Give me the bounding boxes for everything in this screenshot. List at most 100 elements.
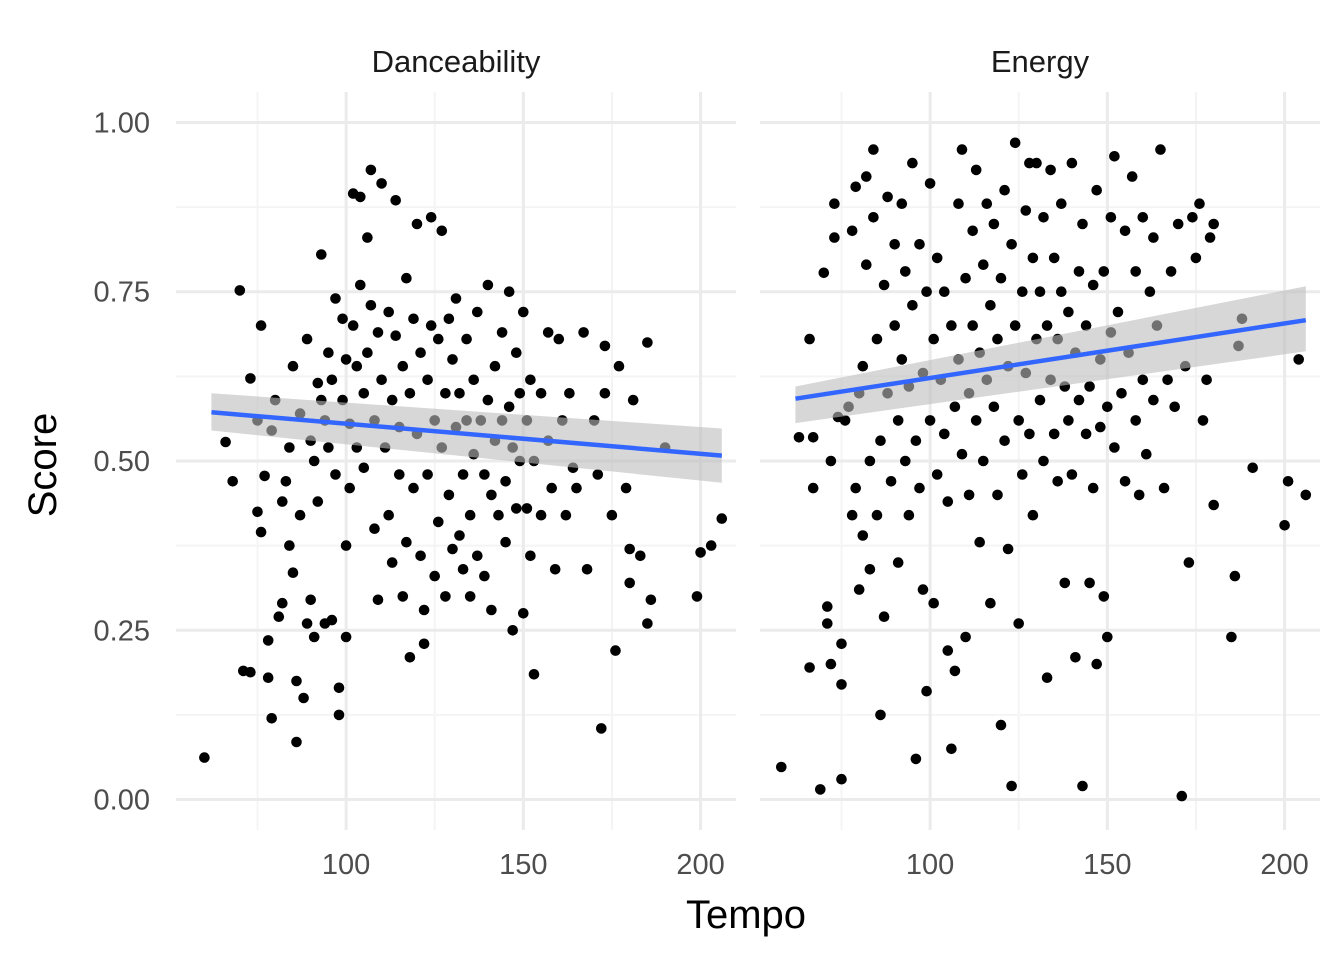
data-point <box>447 543 458 555</box>
data-point <box>528 669 540 680</box>
data-point <box>549 564 561 575</box>
data-point <box>262 635 274 646</box>
data-point <box>1144 286 1156 298</box>
data-point <box>436 225 448 237</box>
facet-panels: Danceability 100 150 200 Energy 100 150 200 <box>176 44 1320 881</box>
confidence-band <box>211 393 722 483</box>
data-point <box>861 171 872 182</box>
data-point <box>846 225 858 237</box>
data-point <box>362 347 373 359</box>
x-tick-label: 150 <box>1083 849 1131 881</box>
data-point <box>592 469 604 480</box>
data-point <box>386 394 398 406</box>
data-point <box>970 415 982 426</box>
data-point <box>992 489 1003 501</box>
data-point <box>1066 469 1078 480</box>
data-point <box>624 543 635 555</box>
data-point <box>443 489 455 501</box>
data-point <box>642 337 653 348</box>
data-point <box>429 570 441 582</box>
data-point <box>323 442 334 453</box>
data-point <box>642 618 653 629</box>
data-point <box>252 506 263 518</box>
data-point <box>1119 225 1131 237</box>
data-point <box>422 469 433 480</box>
data-point <box>1183 557 1195 568</box>
data-point <box>705 540 717 551</box>
data-point <box>199 752 210 763</box>
data-point <box>1031 157 1042 169</box>
data-point <box>1247 462 1258 474</box>
data-point <box>333 709 345 721</box>
data-point <box>472 306 483 318</box>
data-point <box>390 195 402 206</box>
data-point <box>401 536 412 548</box>
data-point <box>323 347 334 359</box>
data-point <box>440 388 451 399</box>
data-point <box>245 666 256 678</box>
data-point <box>1130 266 1141 277</box>
data-point <box>635 550 646 562</box>
data-point <box>433 333 444 345</box>
data-point <box>931 469 943 480</box>
data-point <box>599 388 611 399</box>
data-point <box>914 239 925 250</box>
data-point <box>422 374 433 386</box>
data-point <box>482 279 494 291</box>
data-point <box>390 330 402 342</box>
data-point <box>500 536 511 548</box>
data-point <box>825 455 837 467</box>
data-point <box>1006 780 1017 792</box>
data-point <box>1098 591 1110 602</box>
data-point <box>807 432 819 443</box>
data-point <box>1091 658 1102 670</box>
data-point <box>308 631 320 643</box>
data-point <box>1084 577 1095 589</box>
data-point <box>511 503 522 514</box>
data-point <box>1176 790 1188 802</box>
data-point <box>312 496 324 507</box>
data-point <box>553 333 565 345</box>
data-point <box>365 164 377 176</box>
data-point <box>362 232 373 243</box>
scatter-points <box>199 164 728 763</box>
data-point <box>326 614 338 626</box>
data-point <box>291 736 302 748</box>
x-tick-label: 100 <box>906 849 954 881</box>
data-point <box>1130 415 1141 426</box>
data-point <box>857 360 869 372</box>
data-point <box>280 476 292 487</box>
data-point <box>878 611 890 622</box>
data-point <box>1048 428 1060 440</box>
data-point <box>277 597 288 609</box>
data-point <box>1158 482 1170 494</box>
data-point <box>892 415 904 426</box>
data-point <box>1087 279 1099 291</box>
data-point <box>793 432 805 443</box>
data-point <box>503 401 515 413</box>
data-point <box>1293 354 1304 365</box>
data-point <box>301 618 313 629</box>
data-point <box>500 476 511 487</box>
data-point <box>1056 198 1067 209</box>
data-point <box>344 482 356 494</box>
data-point <box>284 540 295 551</box>
data-point <box>1148 232 1159 243</box>
data-point <box>946 320 957 331</box>
data-point <box>963 489 975 501</box>
data-point <box>882 191 893 203</box>
data-point <box>1204 232 1216 243</box>
data-point <box>301 333 313 345</box>
data-point <box>949 665 961 677</box>
data-point <box>995 719 1007 731</box>
data-point <box>900 455 911 467</box>
data-point <box>418 638 430 650</box>
data-point <box>910 435 922 447</box>
data-point <box>404 388 416 399</box>
data-point <box>1009 137 1021 149</box>
data-point <box>1045 164 1056 176</box>
data-point <box>376 178 387 189</box>
data-point <box>316 249 327 260</box>
trend-line <box>211 410 723 458</box>
